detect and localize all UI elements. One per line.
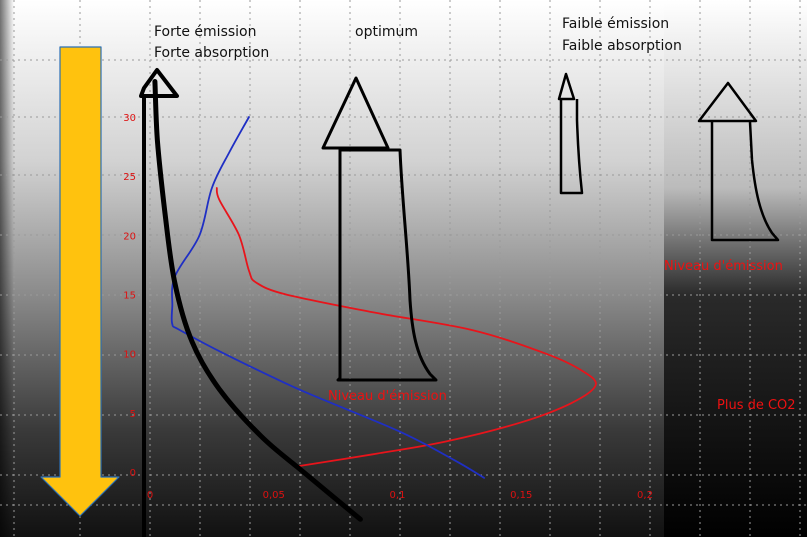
y-tick-label: 20 [123, 231, 136, 242]
y-tick-label: 25 [123, 172, 136, 183]
y-tick-label: 15 [123, 291, 136, 302]
up-arrow-icon [697, 81, 758, 123]
x-tick-label: 0,15 [510, 490, 532, 501]
up-arrow-icon [557, 72, 576, 101]
right-arrow-shaft [710, 121, 780, 242]
background-left-shadow [0, 0, 14, 537]
background-right-panel [664, 0, 807, 537]
y-tick-label: 10 [123, 350, 136, 361]
optimum-arrow-shaft [336, 148, 438, 382]
x-tick-label: 0,05 [263, 490, 285, 501]
y-tick-label: 0 [130, 468, 136, 479]
series-group [152, 79, 597, 522]
weak-arrow-shaft [559, 99, 584, 195]
header-strong-emission: Forte émission [154, 24, 256, 40]
y-tick-label: 5 [130, 409, 136, 420]
emission-profile-line [215, 187, 597, 467]
absorption-profile-line [152, 79, 363, 522]
right-emission-arrow [697, 81, 780, 242]
y-tick-label: 30 [123, 113, 136, 124]
header-weak-absorption: Faible absorption [562, 38, 682, 54]
optimum-emission-arrow [321, 76, 438, 382]
header-optimum: optimum [355, 24, 418, 40]
header-strong-absorption: Forte absorption [154, 45, 269, 61]
up-arrow-icon [139, 68, 179, 98]
x-tick-label: 0,2 [637, 490, 653, 501]
y-axis-ticks: 0 5 10 15 20 25 30 [123, 113, 136, 479]
weak-emission-arrow [557, 72, 584, 195]
emission-level-label: Niveau d'émission [328, 389, 447, 404]
x-axis-ticks: 0 0,05 0,1 0,15 0,2 [147, 490, 653, 501]
down-arrow-icon [40, 46, 120, 517]
x-tick-label: 0 [147, 490, 153, 501]
temperature-profile-line [170, 116, 485, 479]
up-arrow-icon [321, 76, 390, 150]
more-co2-label: Plus de CO2 [717, 398, 796, 413]
header-weak-emission: Faible émission [562, 16, 669, 32]
emission-level-label-right: Niveau d'émission [664, 259, 783, 274]
x-tick-label: 0,1 [390, 490, 406, 501]
